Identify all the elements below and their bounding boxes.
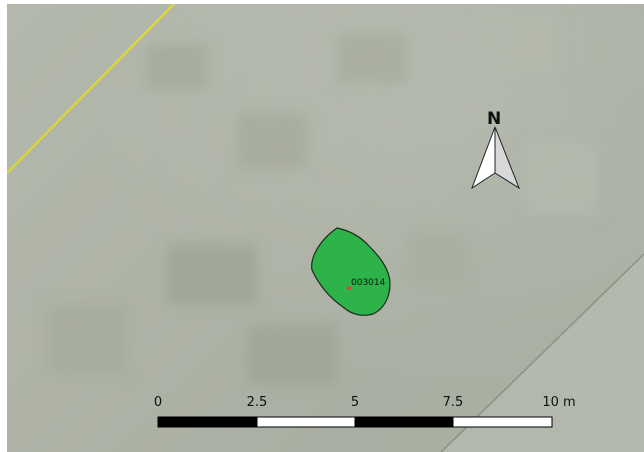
scale-bar-segment-4 <box>452 416 553 428</box>
north-arrow: N <box>470 109 521 190</box>
scale-tick-7-5: 7.5 <box>443 395 464 410</box>
scale-bar-segment-2 <box>256 416 356 428</box>
scale-tick-5: 5 <box>351 395 359 410</box>
north-arrow-left-half <box>470 126 496 190</box>
north-arrow-letter: N <box>487 109 501 129</box>
map-canvas[interactable]: 003014 N 0 2.5 5 7.5 10 m <box>7 4 644 452</box>
scale-tick-0: 0 <box>154 395 162 410</box>
boundary-line[interactable] <box>7 4 175 174</box>
scale-bar-segment-3 <box>354 416 454 428</box>
scale-tick-2-5: 2.5 <box>247 395 268 410</box>
scale-bar-segment-1 <box>157 416 258 428</box>
imagery-texture <box>47 14 597 384</box>
north-arrow-right-half <box>494 126 521 190</box>
feature-polygon[interactable] <box>311 227 391 316</box>
scale-tick-10m: 10 m <box>542 395 575 410</box>
feature-point[interactable] <box>347 286 351 290</box>
map-layers: 003014 N 0 2.5 5 7.5 10 m <box>7 4 644 452</box>
scale-bar: 0 2.5 5 7.5 10 m <box>154 395 576 428</box>
feature-id-label: 003014 <box>351 278 386 288</box>
